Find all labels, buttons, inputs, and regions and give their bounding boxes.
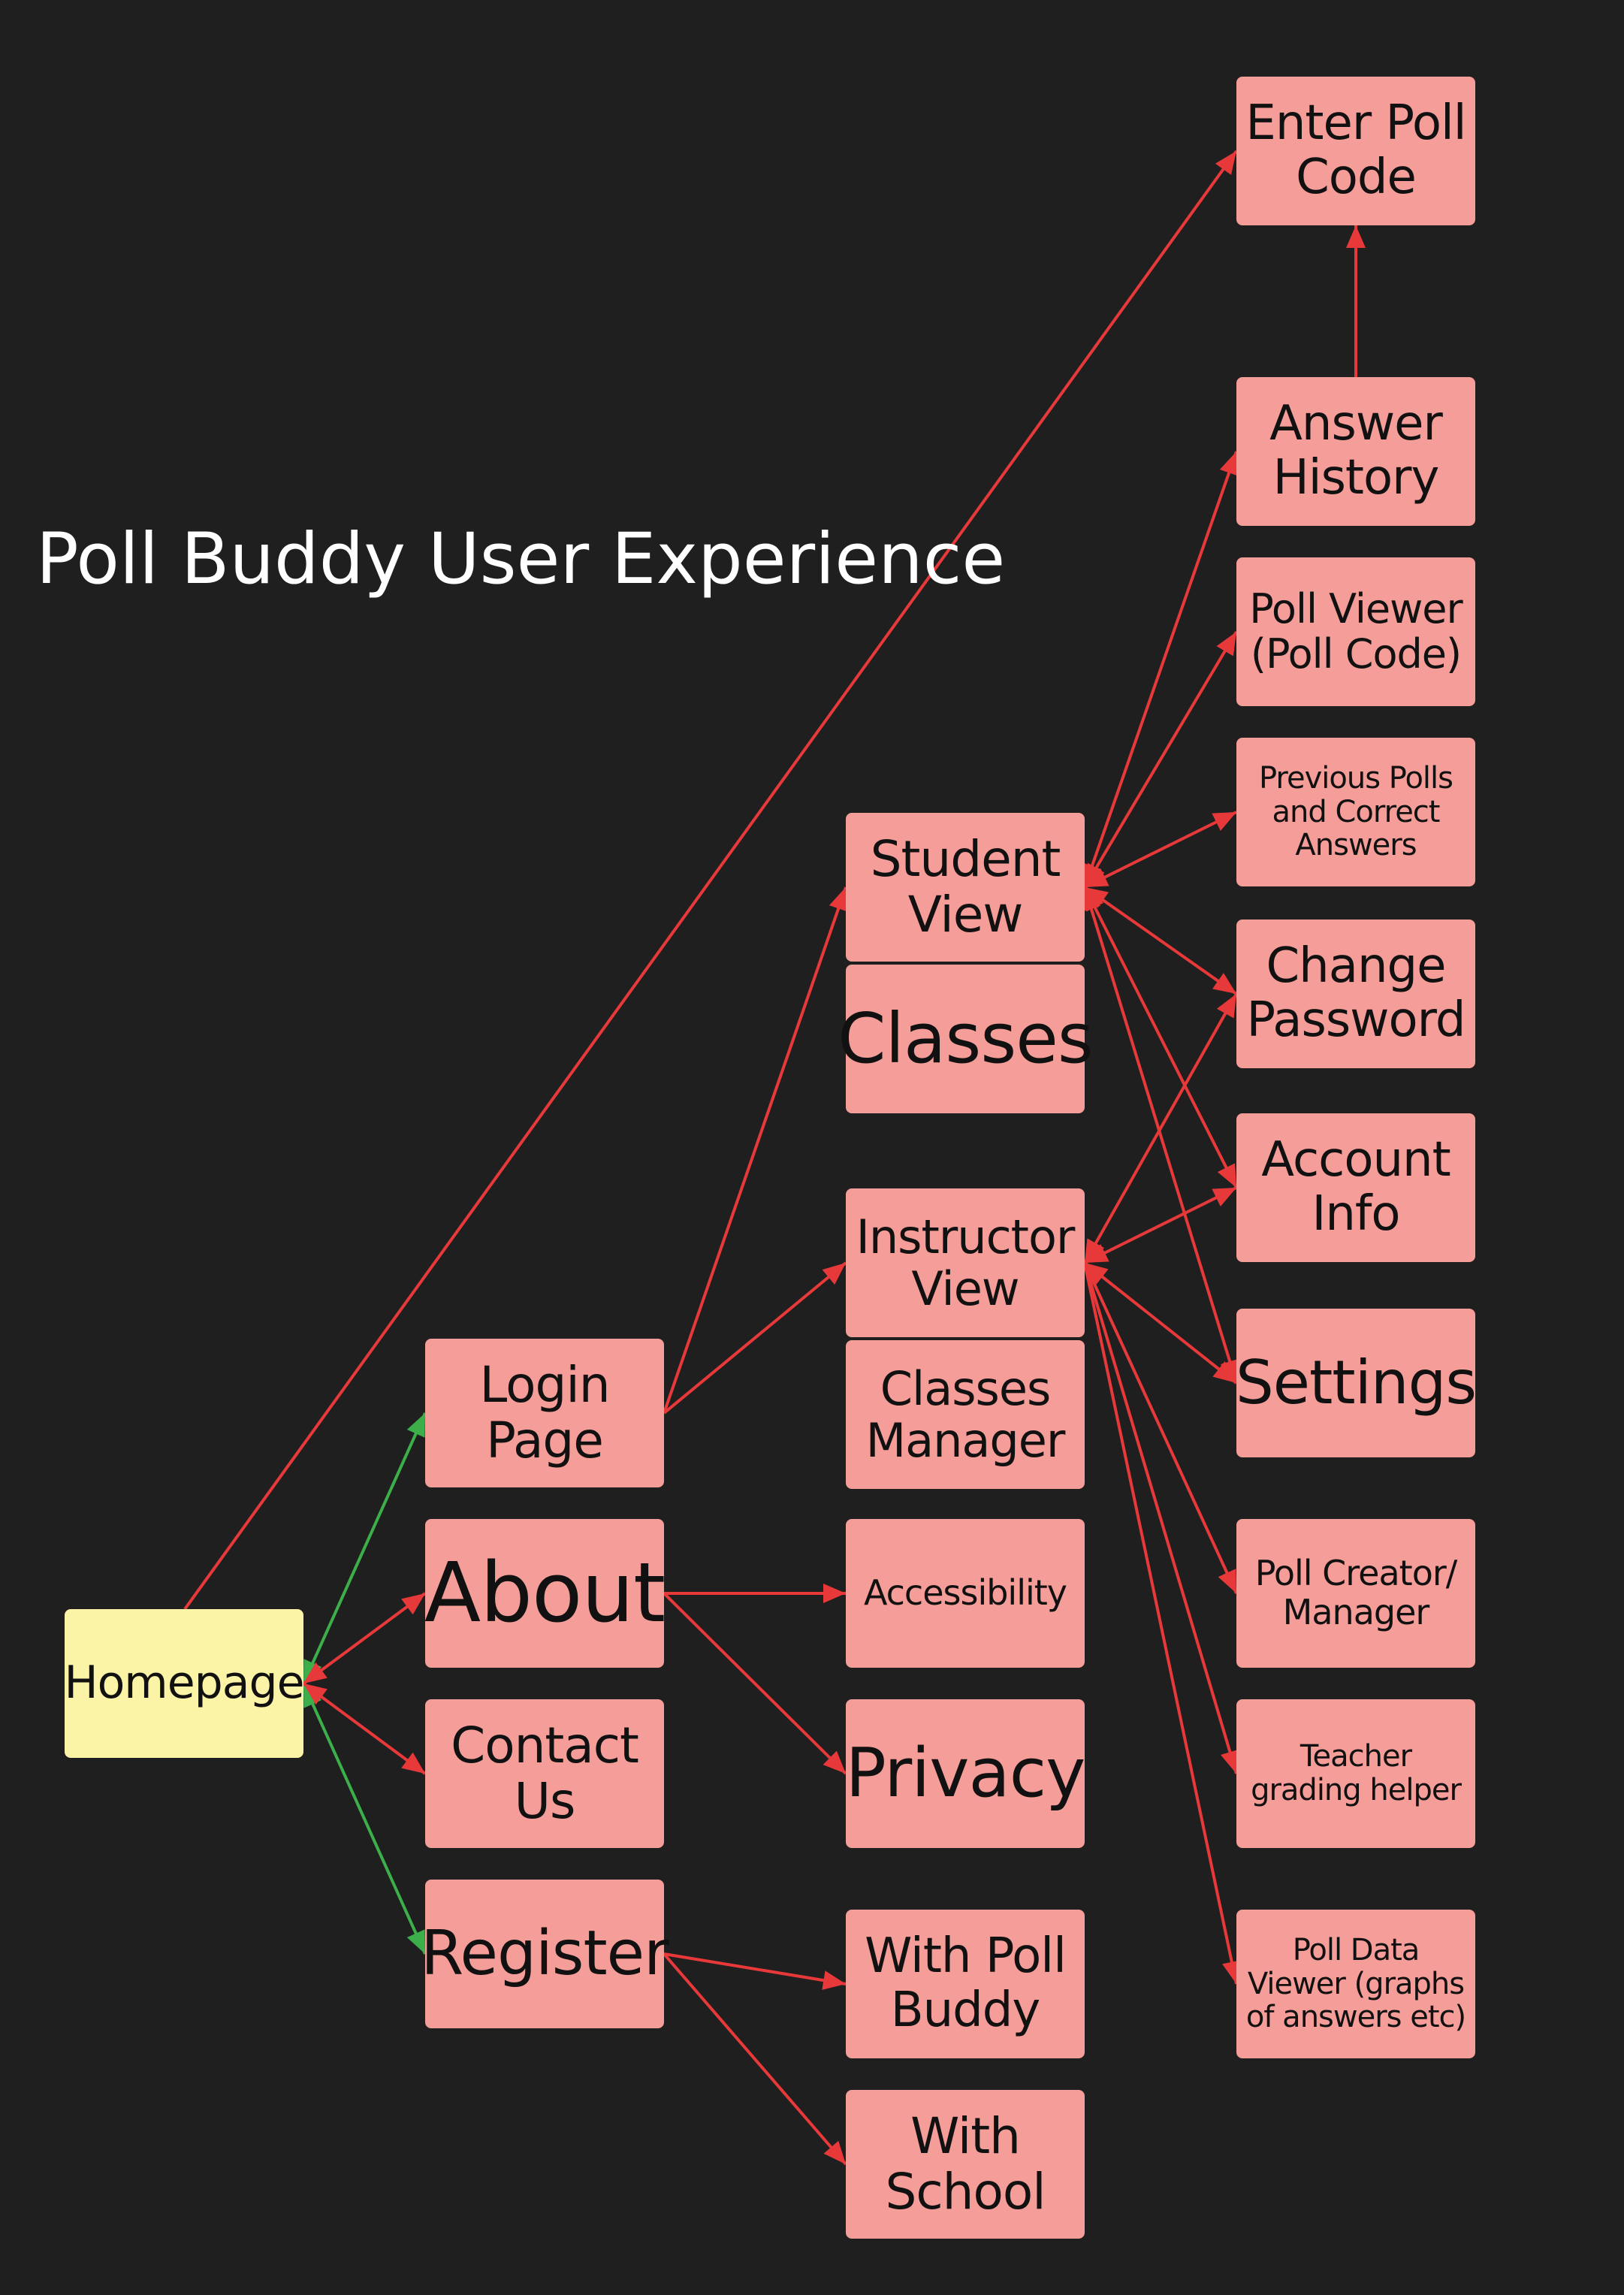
edge-register-to-with_school (663, 1952, 847, 2166)
node-account-info: Account Info (1236, 1113, 1475, 1262)
edge-student_view-to-change_password (1083, 886, 1238, 995)
node-enter-poll-code: Enter Poll Code (1236, 77, 1475, 225)
edge-student_view-to-answer_history (1083, 451, 1238, 888)
edge-instructor_view-to-change_password (1083, 993, 1238, 1264)
arrowhead (1219, 451, 1239, 476)
node-instructor-view: Instructor View (846, 1188, 1085, 1337)
edge-homepage-to-contact (302, 1682, 427, 1775)
edge-homepage-to-enter_poll_code (183, 149, 1238, 1611)
arrowhead (1082, 887, 1101, 912)
node-login-page: Login Page (425, 1339, 664, 1487)
node-poll-data-viewer: Poll Data Viewer (graphs of answers etc) (1236, 1910, 1475, 2058)
arrowhead (1215, 151, 1236, 175)
edge-login-to-instructor_view (663, 1261, 847, 1415)
arrowhead (822, 1970, 846, 1990)
node-contact-us: Contact Us (425, 1699, 664, 1848)
node-classes: Classes (838, 965, 1094, 1113)
node-with-poll-buddy: With Poll Buddy (846, 1910, 1085, 2058)
node-change-password: Change Password (1236, 920, 1475, 1068)
arrowhead (829, 887, 848, 912)
arrowhead (1212, 812, 1236, 831)
arrowhead (1085, 1238, 1105, 1263)
arrowhead (303, 1662, 328, 1684)
arrowhead (1216, 632, 1236, 657)
edge-student_view-to-previous_polls (1084, 811, 1237, 889)
arrowhead (1212, 973, 1236, 994)
node-poll-creator: Poll Creator/ Manager (1236, 1519, 1475, 1668)
edge-register-to-with_poll_buddy (663, 1952, 847, 1985)
arrowhead (1216, 994, 1236, 1019)
node-register: Register (421, 1880, 669, 2028)
arrowhead (823, 2140, 846, 2164)
arrowhead (823, 1584, 846, 1603)
arrowhead (401, 1752, 425, 1774)
edge-instructor_view-to-poll_data_viewer (1083, 1262, 1238, 1985)
arrowhead (1085, 1263, 1109, 1285)
node-settings: Settings (1236, 1309, 1477, 1457)
edge-student_view-to-settings (1083, 886, 1238, 1384)
node-grading-helper: Teacher grading helper (1236, 1699, 1475, 1848)
edge-homepage-to-about (302, 1592, 427, 1685)
edge-homepage-to-login (302, 1412, 427, 1684)
node-student-view: Student View (846, 813, 1085, 962)
edge-student_view-to-account_info (1083, 886, 1238, 1188)
arrowhead (822, 1263, 846, 1285)
node-with-school: With School (846, 2090, 1085, 2239)
edge-login-to-student_view (663, 886, 847, 1414)
arrowhead (1212, 1361, 1236, 1383)
arrowhead (1346, 225, 1366, 248)
arrowhead (1220, 1749, 1239, 1774)
node-accessibility: Accessibility (846, 1519, 1085, 1668)
edge-instructor_view-to-grading_helper (1083, 1262, 1238, 1774)
edge-instructor_view-to-settings (1083, 1261, 1238, 1385)
node-classes-manager: Classes Manager (846, 1340, 1085, 1489)
arrowhead (823, 1750, 846, 1774)
arrowhead (1085, 862, 1105, 887)
arrowhead (401, 1593, 425, 1615)
node-poll-viewer: Poll Viewer (Poll Code) (1236, 557, 1475, 706)
arrowhead (406, 1929, 425, 1954)
edge-instructor_view-to-account_info (1084, 1186, 1237, 1264)
node-previous-polls: Previous Polls and Correct Answers (1236, 738, 1475, 886)
arrowhead (406, 1413, 425, 1438)
node-privacy: Privacy (846, 1699, 1085, 1848)
node-homepage: Homepage (64, 1609, 305, 1758)
edge-instructor_view-to-poll_creator (1083, 1262, 1238, 1594)
edge-homepage-to-register (302, 1683, 427, 1955)
diagram-title: Poll Buddy User Experience (36, 518, 1006, 600)
arrowhead (1217, 1163, 1236, 1188)
arrowhead (1218, 1569, 1236, 1593)
arrowhead (1085, 1244, 1109, 1263)
edge-about-to-privacy (663, 1592, 847, 1775)
edge-student_view-to-poll_viewer (1083, 630, 1238, 889)
node-answer-history: Answer History (1236, 377, 1475, 526)
arrowhead (1085, 868, 1109, 887)
arrowhead (303, 1684, 328, 1705)
arrowhead (1212, 1188, 1236, 1206)
node-about: About (424, 1519, 666, 1668)
